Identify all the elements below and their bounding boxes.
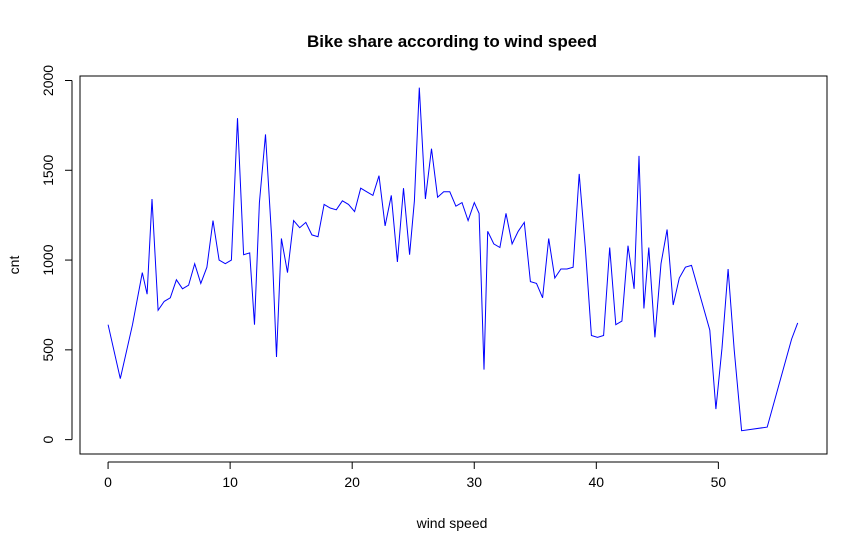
x-axis-label: wind speed [416,515,488,531]
x-axis: 0 10 20 30 40 50 [104,461,727,490]
chart-title: Bike share according to wind speed [307,32,597,51]
y-axis-label: cnt [6,256,22,275]
x-tick-label: 0 [104,474,112,490]
x-tick-label: 30 [466,474,482,490]
y-tick-label: 0 [40,436,56,444]
plot-frame [79,75,828,455]
y-tick-label: 1500 [40,154,56,185]
y-tick-label: 500 [40,338,56,362]
x-tick-label: 50 [711,474,727,490]
x-tick-label: 10 [222,474,238,490]
x-tick-label: 40 [589,474,605,490]
series-line-cnt [107,87,799,432]
y-axis: 0 500 1000 1500 2000 [40,65,73,444]
y-tick-label: 1000 [40,244,56,275]
y-tick-label: 2000 [40,65,56,96]
x-tick-label: 20 [344,474,360,490]
